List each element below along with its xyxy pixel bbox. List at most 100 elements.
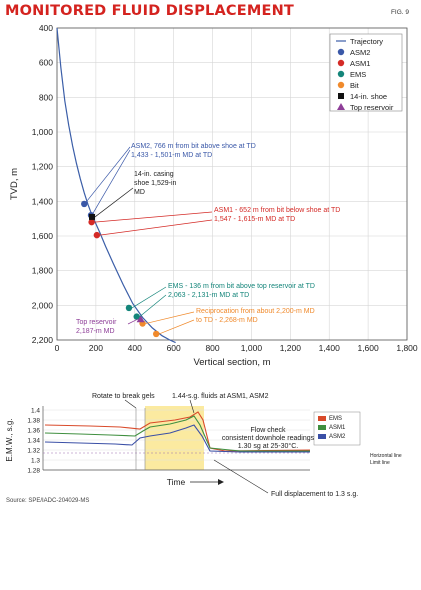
trajectory-legend: Trajectory ASM2 ASM1 EMS Bit 14-in. shoe Top r… xyxy=(329,33,403,112)
x-tick-label: 600 xyxy=(167,343,181,353)
emw-legend-swatch xyxy=(318,434,326,439)
x-tick-label: 800 xyxy=(205,343,219,353)
annotation-leader xyxy=(159,319,195,335)
legend-horizontal-line-label: Horizontal line xyxy=(370,453,402,459)
emw-tick-label: 1.32 xyxy=(27,448,40,455)
emw-tick-label: 1.36 xyxy=(27,428,40,435)
y-tick-label: 1,600 xyxy=(32,231,54,241)
14-in-shoe-marker xyxy=(89,213,95,220)
annotation-leader xyxy=(99,219,213,236)
top-reservoir-marker xyxy=(136,315,145,323)
emw-legend-label: ASM2 xyxy=(329,434,346,440)
annotation-text: MD xyxy=(134,189,145,196)
legend-label: EMS xyxy=(350,70,366,79)
bit-marker xyxy=(152,330,160,338)
legend-label: ASM1 xyxy=(350,59,370,68)
annotation-text: EMS - 136 m from bit above top reservoir… xyxy=(168,283,315,290)
legend-swatch xyxy=(337,59,345,67)
legend-swatch xyxy=(337,70,345,78)
time-arrowhead xyxy=(218,479,224,485)
asm1-marker xyxy=(93,231,101,239)
plot-frame xyxy=(56,27,408,341)
emw-tick-label: 1.4 xyxy=(31,408,40,415)
x-tick-label: 1,600 xyxy=(357,343,379,353)
rotate-annotation: Rotate to break gels xyxy=(92,393,155,400)
rotate-leader xyxy=(124,399,137,409)
annotation-leader xyxy=(94,211,213,223)
legend-swatch xyxy=(337,103,345,110)
emw-legend-swatch xyxy=(318,425,326,430)
asm2-series-line xyxy=(44,424,310,453)
legend-label: 14-in. shoe xyxy=(350,92,387,101)
fluids-annotation: 1.44-s.g. fluids at ASM1, ASM2 xyxy=(172,393,269,400)
annotation-text: 2,063 - 2,131-m MD at TD xyxy=(168,292,249,299)
annotation-text: 1,547 - 1,615-m MD at TD xyxy=(214,216,295,223)
legend-swatch xyxy=(337,81,345,89)
figure-title: MONITORED FLUID DISPLACEMENT xyxy=(5,3,295,19)
emw-y-axis-label: E.M.W., s.g. xyxy=(5,418,14,461)
annotation-text: Reciprocation from about 2,200-m MD xyxy=(196,308,315,315)
legend-limit-line-label: Limit line xyxy=(370,460,390,466)
trajectory-line xyxy=(56,27,176,344)
asm1-marker xyxy=(88,218,95,226)
emw-legend-label: EMS xyxy=(329,416,342,422)
y-tick-label: 1,000 xyxy=(32,127,54,137)
legend-label: Top reservoir xyxy=(350,103,394,112)
y-axis-label: TVD, m xyxy=(9,168,20,200)
x-tick-label: 1,400 xyxy=(319,343,341,353)
legend-label: Bit xyxy=(350,81,360,90)
annotation-leader xyxy=(127,318,138,325)
x-tick-label: 0 xyxy=(55,343,60,353)
flowcheck-annotation: consistent downhole readings xyxy=(222,435,315,442)
annotation-text: ASM1 - 652 m from bit below shoe at TD xyxy=(214,207,340,214)
highlight-zone xyxy=(145,406,204,470)
legend-swatch xyxy=(338,93,344,99)
emw-legend-swatch xyxy=(318,416,326,421)
emw-legend-label: ASM1 xyxy=(329,425,346,431)
x-tick-label: 200 xyxy=(89,343,103,353)
displacement-annotation: Full displacement to 1.3 s.g. xyxy=(271,491,358,498)
trajectory-chart: 0 200 400 600 800 1,000 1,200 1,400 1,600 1,800 40… xyxy=(9,23,418,368)
annotation-leader xyxy=(139,294,167,317)
figure-number: FIG. 9 xyxy=(390,9,409,16)
legend-label: Trajectory xyxy=(350,37,383,46)
displacement-leader xyxy=(213,459,269,494)
annotation-leader xyxy=(131,286,167,309)
y-tick-label: 1,400 xyxy=(32,196,54,206)
x-tick-label: 1,800 xyxy=(396,343,418,353)
annotation-leader xyxy=(145,311,195,324)
emw-tick-label: 1.28 xyxy=(27,468,40,475)
legend-swatch xyxy=(337,48,345,56)
asm1-series-line xyxy=(44,415,310,452)
x-tick-label: 1,000 xyxy=(241,343,263,353)
annotation-leader xyxy=(92,149,131,214)
y-tick-label: 400 xyxy=(39,23,53,33)
ems-marker xyxy=(133,313,140,320)
y-tick-label: 1,800 xyxy=(32,266,54,276)
x-axis-label: Vertical section, m xyxy=(193,357,270,368)
annotation-text: 2,187-m MD xyxy=(76,328,115,335)
emw-tick-label: 1.38 xyxy=(27,418,40,425)
y-tick-label: 2,200 xyxy=(32,335,54,345)
annotation-text: 14-in. casing xyxy=(134,171,174,178)
ems-marker xyxy=(125,304,133,312)
annotation-text: to TD - 2,268-m MD xyxy=(196,317,258,324)
flowcheck-annotation: Flow check xyxy=(250,427,286,434)
legend-label: ASM2 xyxy=(350,48,370,57)
annotation-leader xyxy=(94,187,134,218)
source-note: Source: SPE/IADC-204029-MS xyxy=(6,498,90,504)
emw-chart: 1.4 1.38 1.36 1.34 1.32 1.3 1.28 E.M.W., s.g. Ti… xyxy=(5,393,402,498)
emw-tick-label: 1.34 xyxy=(27,438,40,445)
annotation-text: Top reservoir xyxy=(76,319,117,326)
annotation-text: 1,433 - 1,501-m MD at TD xyxy=(131,152,212,159)
annotation-leader xyxy=(85,146,131,203)
x-tick-label: 1,200 xyxy=(280,343,302,353)
fluids-leader xyxy=(189,399,195,414)
emw-tick-label: 1.3 xyxy=(31,458,40,465)
annotation-text: shoe 1,529-in xyxy=(134,180,177,187)
time-label: Time xyxy=(167,477,186,487)
y-tick-label: 600 xyxy=(39,58,53,68)
flowcheck-annotation: 1.30 sg at 25-30°C. xyxy=(238,442,298,450)
